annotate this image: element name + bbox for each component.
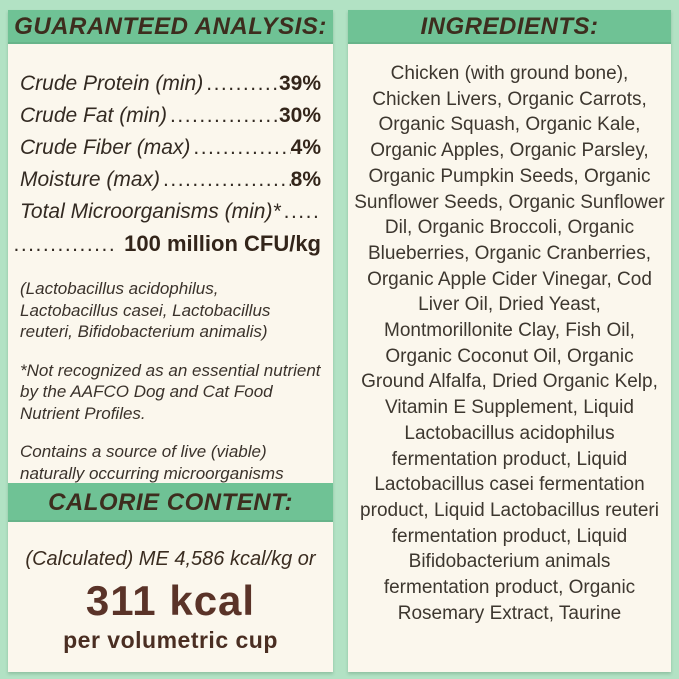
dot-leader: ........................................ bbox=[170, 104, 279, 127]
ingredients-title: INGREDIENTS: bbox=[420, 13, 599, 40]
calorie-calculated-line: (Calculated) ME 4,586 kcal/kg or bbox=[25, 548, 316, 570]
analysis-label: Crude Fiber (max) bbox=[20, 136, 191, 159]
note-microorganism-species: (Lactobacillus acidophilus, Lactobacillu… bbox=[20, 279, 271, 341]
guaranteed-analysis-header: GUARANTEED ANALYSIS: bbox=[8, 10, 333, 44]
dot-leader: ........................................ bbox=[163, 168, 291, 191]
analysis-label: Moisture (max) bbox=[20, 168, 161, 191]
note-aafco-disclaimer: *Not recognized as an essential nutrient… bbox=[20, 360, 321, 423]
analysis-row-total-microorganisms: Total Microorganisms (min)* ............… bbox=[20, 196, 321, 228]
calorie-kcal-value: 311 kcal bbox=[85, 577, 256, 624]
dot-leader: ........................................ bbox=[283, 200, 321, 223]
analysis-row-cfu-continuation: .............. 100 million CFU/kg bbox=[13, 228, 321, 261]
analysis-rows: Crude Protein (min) ....................… bbox=[13, 68, 321, 261]
guaranteed-analysis-title: GUARANTEED ANALYSIS: bbox=[14, 13, 327, 40]
guaranteed-analysis-panel: GUARANTEED ANALYSIS: Crude Protein (min)… bbox=[8, 10, 333, 672]
dot-leader: ........................................ bbox=[206, 72, 279, 95]
analysis-row-crude-fat: Crude Fat (min) ........................… bbox=[20, 100, 321, 132]
analysis-value: 4% bbox=[290, 136, 321, 159]
calorie-content-title: CALORIE CONTENT: bbox=[48, 488, 293, 516]
analysis-row-crude-protein: Crude Protein (min) ....................… bbox=[20, 68, 321, 100]
calorie-per-cup-line: per volumetric cup bbox=[63, 627, 278, 653]
analysis-value-cfu: 100 million CFU/kg bbox=[124, 231, 321, 256]
analysis-label: Crude Fat (min) bbox=[20, 104, 168, 127]
ingredients-header: INGREDIENTS: bbox=[348, 10, 671, 44]
dot-leader: ........................................ bbox=[193, 136, 290, 159]
analysis-row-moisture: Moisture (max) .........................… bbox=[20, 164, 321, 196]
analysis-row-crude-fiber: Crude Fiber (max) ......................… bbox=[20, 132, 321, 164]
dot-leader: .............. bbox=[13, 233, 117, 256]
analysis-label: Total Microorganisms (min)* bbox=[20, 200, 281, 223]
analysis-value: 39% bbox=[278, 72, 321, 95]
calorie-content-body: (Calculated) ME 4,586 kcal/kg or 311 kca… bbox=[8, 522, 333, 672]
analysis-label: Crude Protein (min) bbox=[20, 72, 204, 95]
calorie-content-header: CALORIE CONTENT: bbox=[8, 483, 333, 522]
ingredients-body: Chicken (with ground bone), Chicken Live… bbox=[348, 44, 671, 672]
ingredients-panel: INGREDIENTS: Chicken (with ground bone),… bbox=[348, 10, 671, 672]
ingredients-list-text: Chicken (with ground bone), Chicken Live… bbox=[354, 63, 665, 624]
note-live-microorganisms: Contains a source of live (viable) natur… bbox=[20, 442, 284, 483]
guaranteed-analysis-body: Crude Protein (min) ....................… bbox=[8, 44, 333, 483]
analysis-value: 30% bbox=[278, 104, 321, 127]
analysis-value: 8% bbox=[290, 168, 321, 191]
